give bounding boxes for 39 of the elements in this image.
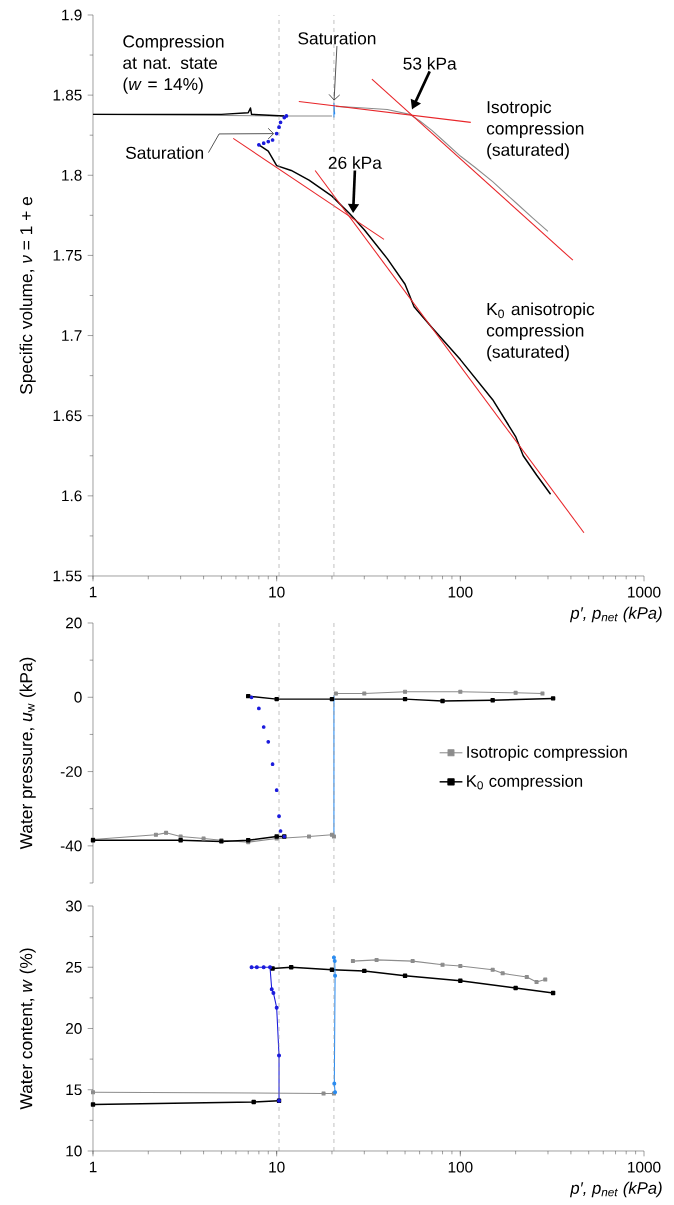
x-tick-label: 1000 [628,586,661,598]
y-tick-label: -40 [60,840,82,852]
annotation: 53 kPa [403,56,457,70]
annotation: K$_{0}$ anisotropic compression (saturated) [486,302,595,362]
x-tick-label: 10 [269,1161,285,1173]
x-axis-title: p′, p$_{net}$ (kPa) [569,1181,662,1198]
y-tick-label: -20 [60,766,82,777]
annotation: Saturation [125,146,204,159]
annotation: 26 kPa [328,156,382,169]
y-tick-label: 30 [65,900,82,912]
y-tick-label: 1.65 [53,410,82,422]
x-tick-label: 100 [448,1161,473,1173]
x-tick-label: 100 [448,586,473,598]
y-tick-label: 1.55 [53,570,82,582]
y-axis-title: Water content, w (%) [19,948,36,1110]
y-tick-label: 1.75 [53,250,82,261]
y-tick-label: 10 [66,1145,82,1157]
y-tick-label: 1.85 [53,89,82,101]
y-tick-label: 20 [66,1023,82,1034]
annotation: Isotropic compression (saturated) [486,100,584,160]
y-tick-label: 15 [66,1084,82,1096]
y-tick-label: 20 [66,617,82,629]
legend-label: Isotropic compression [467,745,627,762]
y-axis-title: Water pressure, u$_{w}$ (kPa) [19,657,36,850]
y-tick-label: 0 [74,691,82,703]
y-tick-label: 1.9 [62,9,82,21]
x-tick-label: 1 [89,586,97,598]
y-tick-label: 1.6 [62,490,82,502]
y-axis-title: Specific volume, ν = 1 + e [19,197,36,394]
x-tick-label: 1 [89,1161,97,1173]
legend-label: K$_{0}$ compression [467,774,583,791]
x-tick-label: 10 [269,586,285,598]
annotation: Saturation [298,31,376,45]
annotation: Compression at nat. state (w = 14%) [123,34,224,94]
y-tick-label: 1.8 [62,169,82,181]
x-axis-title: p′, p$_{net}$ (kPa) [569,606,662,623]
y-tick-label: 25 [66,961,82,973]
y-tick-label: 1.7 [62,330,82,341]
x-tick-label: 1000 [628,1161,661,1173]
